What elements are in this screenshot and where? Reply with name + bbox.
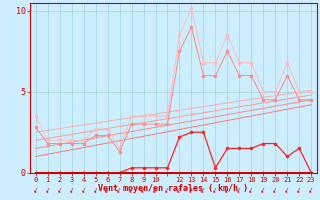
Text: ↙: ↙ bbox=[140, 186, 147, 194]
Text: ↙: ↙ bbox=[92, 186, 100, 194]
Text: ↙: ↙ bbox=[271, 186, 279, 194]
Text: ↙: ↙ bbox=[188, 186, 195, 194]
Text: ↙: ↙ bbox=[260, 186, 267, 194]
Text: ↙: ↙ bbox=[44, 186, 52, 194]
Text: ↙: ↙ bbox=[152, 186, 159, 194]
Text: ↙: ↙ bbox=[68, 186, 76, 194]
Text: ↙: ↙ bbox=[308, 186, 315, 194]
X-axis label: Vent moyen/en rafales ( km/h ): Vent moyen/en rafales ( km/h ) bbox=[99, 184, 249, 193]
Text: ↙: ↙ bbox=[32, 186, 39, 194]
Text: ↙: ↙ bbox=[56, 186, 63, 194]
Text: ↙: ↙ bbox=[224, 186, 231, 194]
Text: ↙: ↙ bbox=[248, 186, 255, 194]
Text: ↙: ↙ bbox=[176, 186, 183, 194]
Text: ↙: ↙ bbox=[116, 186, 124, 194]
Text: ↙: ↙ bbox=[200, 186, 207, 194]
Text: ↙: ↙ bbox=[236, 186, 243, 194]
Text: ↙: ↙ bbox=[164, 186, 171, 194]
Text: ↙: ↙ bbox=[128, 186, 135, 194]
Text: ↙: ↙ bbox=[80, 186, 87, 194]
Text: ↙: ↙ bbox=[284, 186, 291, 194]
Text: ↙: ↙ bbox=[295, 186, 303, 194]
Text: ↙: ↙ bbox=[212, 186, 219, 194]
Text: ↙: ↙ bbox=[104, 186, 111, 194]
